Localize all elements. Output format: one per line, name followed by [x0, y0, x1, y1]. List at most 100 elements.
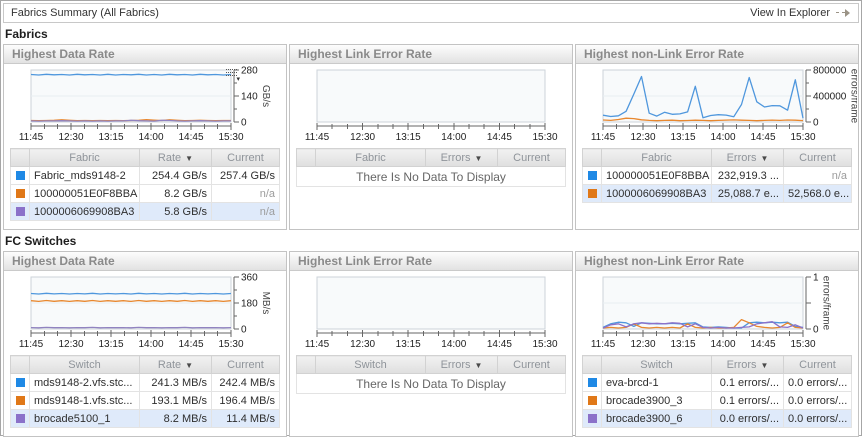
series-swatch [16, 414, 25, 423]
column-header-errors[interactable]: Errors▼ [712, 149, 784, 167]
x-tick-label: 13:15 [98, 339, 123, 350]
column-header-current[interactable]: Current [212, 149, 280, 167]
x-tick-label: 13:15 [670, 132, 695, 143]
column-header-current[interactable]: Current [784, 356, 852, 374]
column-header-current[interactable]: Current [498, 149, 566, 167]
x-tick-label: 11:45 [19, 132, 44, 143]
x-tick-label: 14:00 [710, 132, 735, 143]
entity-name-cell: 100000051E0F8BBA [602, 167, 712, 185]
value-cell: 193.1 MB/s [140, 392, 212, 410]
column-header-rate[interactable]: Rate▼ [140, 356, 212, 374]
series-swatch-cell [583, 167, 602, 185]
view-in-explorer-link[interactable]: View In Explorer [750, 7, 850, 19]
panel-title: Highest Link Error Rate [290, 45, 572, 64]
no-data-row: There Is No Data To Display [297, 167, 566, 187]
panel-title: Highest Link Error Rate [290, 252, 572, 271]
x-tick-label: 11:45 [19, 339, 44, 350]
value-cell: 0.1 errors/... [712, 374, 784, 392]
value-cell: 8.2 MB/s [140, 410, 212, 428]
value-cell: 0.1 errors/... [712, 392, 784, 410]
section-title: FC Switches [5, 234, 857, 248]
x-tick-label: 14:00 [138, 132, 163, 143]
x-axis [603, 330, 803, 337]
series-swatch [588, 414, 597, 423]
x-axis [317, 123, 545, 130]
chart-options-icon[interactable]: ▾ [225, 67, 238, 79]
value-cell: 5.8 GB/s [140, 203, 212, 221]
sort-desc-icon: ▼ [185, 361, 193, 370]
value-cell: 0.0 errors/... [712, 410, 784, 428]
column-header-fabric[interactable]: Fabric [30, 149, 140, 167]
column-header-errors[interactable]: Errors▼ [426, 356, 498, 374]
y-tick-label: 140 [241, 92, 258, 103]
column-header-current[interactable]: Current [212, 356, 280, 374]
column-header-fabric[interactable]: Fabric [316, 149, 426, 167]
column-header-switch[interactable]: Switch [316, 356, 426, 374]
column-header-errors[interactable]: Errors▼ [712, 356, 784, 374]
column-header-rate[interactable]: Rate▼ [140, 149, 212, 167]
plot-area [317, 70, 545, 122]
column-header-errors[interactable]: Errors▼ [426, 149, 498, 167]
x-axis [603, 123, 803, 130]
x-axis [31, 330, 231, 337]
column-header-current[interactable]: Current [784, 149, 852, 167]
y-axis [806, 70, 811, 122]
entity-name-cell: 100000051E0F8BBA [30, 185, 140, 203]
view-in-explorer-label: View In Explorer [750, 7, 830, 19]
swatch-column-header [583, 149, 602, 167]
current-value-cell: 11.4 MB/s [212, 410, 280, 428]
x-tick-label: 13:15 [396, 339, 421, 350]
sort-desc-icon: ▼ [761, 154, 769, 163]
column-header-switch[interactable]: Switch [602, 356, 712, 374]
x-tick-label: 14:45 [178, 132, 203, 143]
y-tick-label: 0 [241, 325, 247, 336]
entity-name-cell: brocade3900_3 [602, 392, 712, 410]
x-tick-label: 12:30 [350, 132, 375, 143]
current-value-cell: n/a [212, 185, 280, 203]
y-axis-unit-label: MB/s [260, 292, 271, 315]
series-swatch [16, 396, 25, 405]
x-tick-label: 11:45 [305, 132, 330, 143]
series-swatch-cell [583, 410, 602, 428]
series-swatch-cell [11, 392, 30, 410]
current-value-cell: 0.0 errors/... [784, 392, 852, 410]
column-header-current[interactable]: Current [498, 356, 566, 374]
x-tick-label: 14:45 [178, 339, 203, 350]
entity-name-cell: mds9148-2.vfs.stc... [30, 374, 140, 392]
chart: ▾ 11:4512:3013:1514:0014:4515:3004000008… [576, 64, 858, 148]
column-header-switch[interactable]: Switch [30, 356, 140, 374]
column-header-fabric[interactable]: Fabric [602, 149, 712, 167]
series-swatch-cell [11, 410, 30, 428]
no-data-message: There Is No Data To Display [297, 167, 566, 187]
x-tick-label: 15:30 [790, 339, 815, 350]
series-swatch-cell [11, 185, 30, 203]
no-data-row: There Is No Data To Display [297, 374, 566, 394]
panel-title: Highest Data Rate [4, 45, 286, 64]
panel: Highest non-Link Error Rate ▾ 11:4512:30… [575, 251, 859, 437]
entity-name-cell: eva-brcd-1 [602, 374, 712, 392]
series-swatch [16, 189, 25, 198]
series-swatch [588, 171, 597, 180]
current-value-cell: 196.4 MB/s [212, 392, 280, 410]
